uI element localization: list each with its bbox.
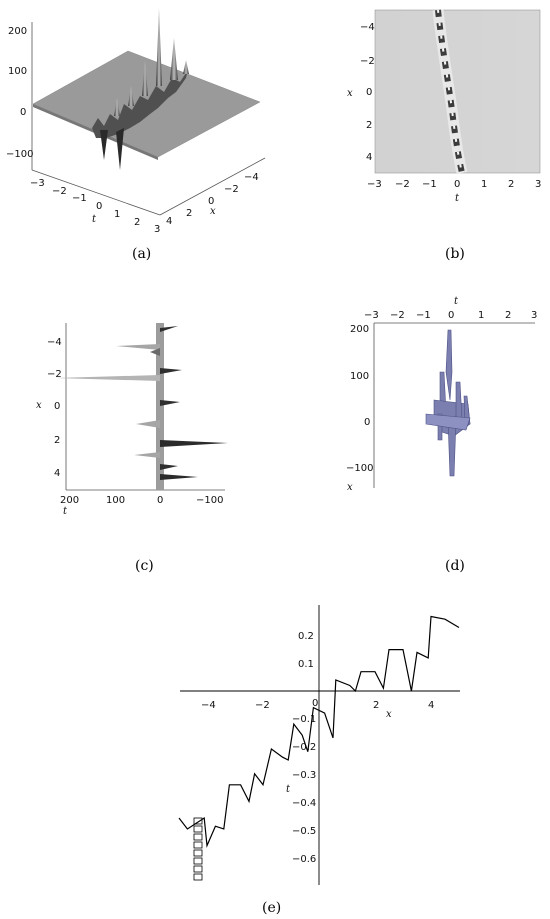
svg-text:−4: −4 [47, 337, 62, 348]
svg-text:1: 1 [481, 179, 487, 190]
svg-text:−2: −2 [52, 186, 67, 197]
a-dip-1 [100, 130, 108, 160]
b-y-label: x [347, 88, 353, 99]
a-z-tick-200: 200 [8, 26, 27, 37]
a-dip-2 [116, 128, 124, 170]
e-y-label: t [286, 784, 291, 795]
panel-c: −4 −2 0 2 4 x 200 100 0 −100 t (c) [36, 323, 228, 574]
svg-text:0.1: 0.1 [298, 659, 314, 670]
a-z-tick-100: 100 [8, 66, 27, 77]
svg-text:2: 2 [186, 208, 192, 219]
d-side-label: x [347, 482, 353, 493]
svg-text:−0.3: −0.3 [292, 770, 316, 781]
svg-text:−4: −4 [244, 172, 259, 183]
e-x-label: x [386, 709, 392, 720]
svg-text:100: 100 [350, 371, 369, 382]
svg-text:2: 2 [134, 217, 140, 228]
c-spike-large-right [160, 440, 228, 447]
svg-text:−2: −2 [224, 184, 239, 195]
svg-text:−3: −3 [364, 310, 379, 321]
svg-text:−1: −1 [422, 179, 437, 190]
c-spikes [55, 326, 228, 480]
a-x-label: x [210, 206, 216, 217]
svg-text:−2: −2 [395, 179, 410, 190]
svg-text:0: 0 [364, 417, 370, 428]
svg-text:2: 2 [366, 120, 372, 131]
svg-text:200: 200 [350, 324, 369, 335]
c-surface-strip [156, 323, 164, 490]
svg-text:−100: −100 [346, 463, 373, 474]
svg-text:1: 1 [478, 310, 484, 321]
a-z-tick-0: 0 [20, 107, 26, 118]
svg-text:−0.1: −0.1 [292, 714, 316, 725]
svg-text:−3: −3 [30, 178, 45, 189]
e-marker-cluster [193, 817, 203, 881]
svg-text:−2: −2 [255, 700, 270, 711]
a-z-tick-neg100: −100 [6, 149, 33, 160]
svg-text:100: 100 [106, 495, 125, 506]
svg-text:3: 3 [535, 179, 541, 190]
caption-e: (e) [262, 900, 281, 916]
panel-b: −4 −2 0 2 4 x −3 −2 −1 0 1 2 3 t (b) [347, 9, 541, 262]
svg-text:0: 0 [208, 196, 214, 207]
svg-text:0.2: 0.2 [298, 631, 314, 642]
svg-text:0: 0 [157, 495, 163, 506]
svg-text:4: 4 [428, 700, 434, 711]
c-y-label: x [36, 400, 42, 411]
svg-text:−4: −4 [201, 700, 216, 711]
panel-e: −4 −2 0 2 4 x 0.2 0.1 −0.1 −0.2 −0.3 −0.… [178, 605, 460, 916]
svg-text:0: 0 [366, 87, 372, 98]
svg-text:−0.6: −0.6 [292, 854, 316, 865]
svg-text:3: 3 [531, 310, 537, 321]
svg-text:2: 2 [505, 310, 511, 321]
caption-b: (b) [445, 246, 465, 262]
caption-d: (d) [445, 558, 465, 574]
svg-text:−2: −2 [47, 369, 62, 380]
svg-text:−1: −1 [416, 310, 431, 321]
caption-c: (c) [135, 558, 154, 574]
svg-text:0: 0 [54, 401, 60, 412]
svg-text:4: 4 [54, 468, 60, 479]
svg-text:4: 4 [166, 216, 172, 227]
svg-text:0: 0 [96, 201, 102, 212]
e-origin-label: 0 [312, 698, 318, 709]
b-soliton-track [432, 9, 468, 175]
d-surface-projection [425, 329, 471, 477]
e-curve-series [178, 615, 460, 848]
a-soliton-ridge [92, 8, 189, 170]
svg-text:−2: −2 [360, 56, 375, 67]
b-x-label: t [455, 193, 460, 204]
d-top-label: t [454, 296, 459, 307]
svg-text:−3: −3 [367, 179, 382, 190]
svg-text:−0.4: −0.4 [292, 798, 316, 809]
svg-text:−4: −4 [360, 22, 375, 33]
c-x-label: t [63, 506, 68, 517]
svg-text:3: 3 [154, 224, 160, 235]
svg-text:2: 2 [54, 435, 60, 446]
a-spike-1 [156, 8, 162, 86]
c-spike-large-left [55, 375, 160, 381]
svg-text:2: 2 [373, 700, 379, 711]
svg-text:2: 2 [508, 179, 514, 190]
svg-text:0: 0 [454, 179, 460, 190]
e-curve-line [178, 615, 460, 848]
svg-text:−2: −2 [390, 310, 405, 321]
svg-text:−0.5: −0.5 [292, 826, 316, 837]
panel-d: t −3 −2 −1 0 1 2 3 200 100 0 −100 x (d) [346, 296, 537, 574]
panel-a: 200 100 0 −100 −3 −2 −1 0 1 2 3 t 4 2 0 [6, 8, 266, 262]
svg-text:1: 1 [114, 209, 120, 220]
svg-text:4: 4 [366, 152, 372, 163]
a-spike-2 [170, 38, 178, 80]
a-t-label: t [92, 214, 97, 225]
caption-a: (a) [132, 246, 151, 262]
svg-text:−0.2: −0.2 [292, 742, 316, 753]
svg-text:200: 200 [60, 495, 79, 506]
svg-text:0: 0 [448, 310, 454, 321]
svg-text:−100: −100 [196, 495, 223, 506]
svg-text:−1: −1 [72, 193, 87, 204]
